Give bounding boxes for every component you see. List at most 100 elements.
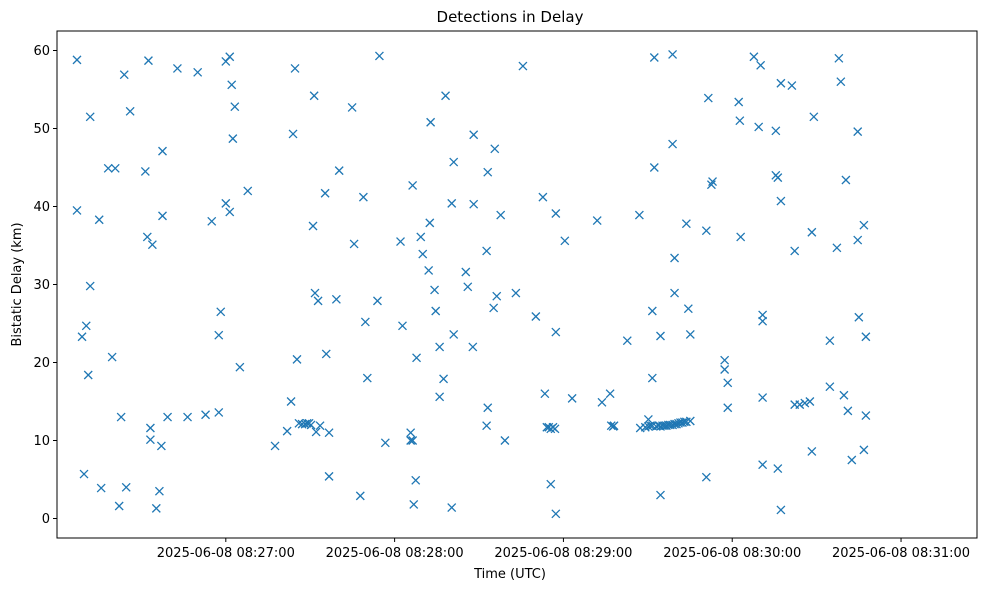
data-point <box>183 412 193 422</box>
data-point <box>156 441 166 451</box>
data-point <box>313 296 323 306</box>
data-point <box>406 436 416 445</box>
data-point <box>358 192 368 202</box>
data-point <box>282 426 292 436</box>
data-point <box>324 428 334 438</box>
chart-title: Detections in Delay <box>437 8 584 26</box>
y-tick-label: 40 <box>33 200 50 215</box>
y-tick-label: 50 <box>33 122 50 137</box>
data-point <box>551 509 561 519</box>
data-point <box>500 436 510 445</box>
data-point <box>468 342 478 352</box>
data-point <box>841 175 851 185</box>
data-point <box>634 210 644 220</box>
data-point <box>854 312 864 322</box>
data-point <box>143 56 153 66</box>
data-point <box>151 503 161 513</box>
data-point <box>408 436 418 445</box>
data-point <box>158 146 167 156</box>
data-point <box>776 78 786 88</box>
data-point <box>469 130 479 140</box>
data-point <box>447 198 457 208</box>
data-point <box>380 438 390 448</box>
data-point <box>734 97 744 107</box>
data-point <box>469 199 479 209</box>
data-point <box>832 243 842 253</box>
data-points <box>72 49 871 519</box>
data-point <box>836 77 846 87</box>
data-point <box>447 503 457 513</box>
data-point <box>310 288 320 298</box>
data-point <box>320 188 330 198</box>
data-point <box>605 389 615 399</box>
data-point <box>288 129 298 139</box>
x-tick-label: 2025-06-08 08:29:00 <box>494 546 632 561</box>
data-point <box>411 475 421 485</box>
data-point <box>701 226 711 236</box>
data-point <box>110 163 120 173</box>
data-point <box>492 291 502 301</box>
data-point <box>227 80 237 90</box>
data-point <box>546 479 556 489</box>
data-point <box>551 327 561 337</box>
data-point <box>430 285 440 295</box>
data-point <box>483 403 493 413</box>
data-point <box>643 414 653 424</box>
data-point <box>670 253 680 263</box>
data-point <box>758 393 768 403</box>
x-axis-label: Time (UTC) <box>473 567 546 582</box>
data-point <box>142 232 152 242</box>
x-tick-label: 2025-06-08 08:27:00 <box>157 546 295 561</box>
data-point <box>225 207 235 217</box>
data-point <box>374 51 384 61</box>
data-point <box>482 421 492 431</box>
data-point <box>649 163 659 172</box>
data-point <box>597 397 607 407</box>
data-point <box>355 491 365 501</box>
data-point <box>825 382 835 392</box>
data-point <box>776 505 786 515</box>
data-point <box>609 421 619 431</box>
data-point <box>496 210 506 220</box>
data-point <box>647 306 657 316</box>
data-point <box>311 427 321 437</box>
data-point <box>418 249 428 259</box>
data-point <box>622 336 632 346</box>
x-tick-label: 2025-06-08 08:31:00 <box>832 546 970 561</box>
data-point <box>79 469 89 479</box>
data-point <box>805 397 815 406</box>
data-point <box>431 306 441 316</box>
data-point <box>85 112 95 122</box>
data-point <box>773 464 783 474</box>
data-point <box>758 316 768 326</box>
data-point <box>119 70 129 80</box>
data-point <box>787 81 797 91</box>
data-point <box>147 240 157 250</box>
data-point <box>847 455 857 465</box>
data-point <box>825 336 835 346</box>
data-point <box>396 237 405 247</box>
data-point <box>439 374 449 384</box>
data-point <box>107 352 117 362</box>
data-point <box>758 460 768 470</box>
data-point <box>463 282 473 292</box>
data-point <box>435 392 445 402</box>
data-point <box>754 122 764 132</box>
data-point <box>701 472 711 482</box>
data-point <box>807 227 817 237</box>
data-point <box>483 167 493 177</box>
data-point <box>489 303 499 313</box>
data-point <box>592 216 602 225</box>
data-point <box>145 435 155 445</box>
data-point <box>649 53 659 62</box>
data-point <box>409 500 419 509</box>
data-point <box>807 446 817 456</box>
data-point <box>72 55 82 65</box>
data-point <box>406 428 416 438</box>
data-point <box>441 91 450 101</box>
data-point <box>511 288 521 298</box>
data-point <box>214 330 224 340</box>
data-point <box>518 61 528 71</box>
data-point <box>360 317 370 327</box>
